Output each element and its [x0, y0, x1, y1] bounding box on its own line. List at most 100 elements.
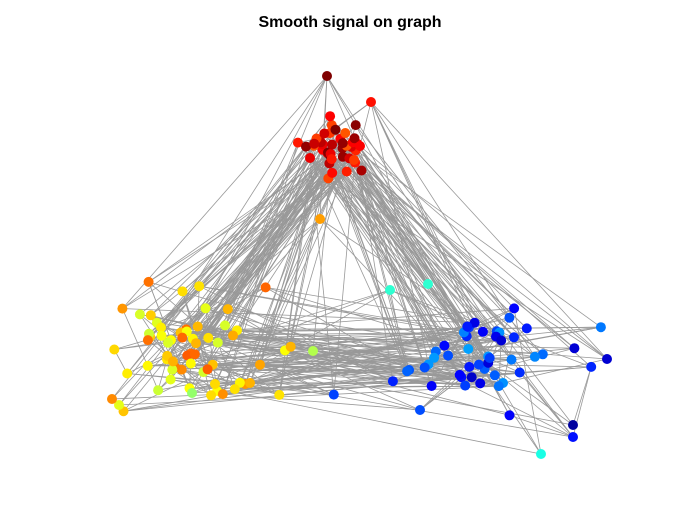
graph-edge [309, 157, 544, 355]
graph-node [145, 310, 156, 321]
graph-edge [222, 142, 299, 395]
graph-node [143, 276, 154, 287]
graph-node [325, 111, 336, 122]
edges-layer [111, 75, 608, 455]
graph-edge [149, 115, 331, 337]
graph-edge [170, 339, 421, 411]
graph-edge [249, 322, 475, 384]
graph-edge [328, 178, 608, 360]
graph-edge [195, 133, 325, 344]
graph-edge [227, 308, 394, 382]
graph-edge [222, 393, 421, 411]
graph-node [212, 337, 223, 348]
graph-edge [249, 218, 321, 384]
graph-edge [478, 364, 592, 368]
graph-node [229, 384, 240, 395]
graph-edge [194, 353, 236, 390]
graph-edge [171, 75, 328, 370]
graph-edge [224, 163, 330, 326]
graph-node [385, 285, 395, 295]
graph-node [327, 167, 338, 178]
graph-node [402, 366, 413, 377]
graph-node [200, 303, 211, 314]
graph-node [322, 71, 332, 81]
graph-edge [161, 75, 328, 336]
graph-edge [342, 147, 592, 368]
graph-edge [122, 308, 149, 366]
graph-edge [478, 364, 542, 455]
graph-node [153, 385, 164, 396]
graph-edge [331, 124, 429, 285]
graph-edge [118, 143, 358, 406]
graph-node [506, 354, 517, 365]
graph-node [142, 335, 153, 346]
graph-edge [199, 285, 394, 382]
graph-edge [340, 138, 602, 328]
graph-node [326, 154, 337, 165]
graph-edge [123, 371, 204, 412]
graph-edge [312, 159, 333, 352]
graph-edge [355, 124, 510, 318]
graph-node [206, 390, 217, 401]
graph-node [509, 303, 520, 314]
graph-edge [181, 326, 601, 370]
graph-node [194, 281, 205, 292]
graph-edge [433, 357, 472, 378]
graph-edge [259, 364, 472, 378]
graph-node [330, 124, 341, 135]
graph-edge [111, 156, 344, 400]
graph-node [337, 138, 348, 149]
graph-node [350, 120, 361, 131]
graph-node [529, 351, 540, 362]
graph-edge [224, 75, 328, 326]
graph-node [466, 372, 477, 383]
graph-edge [279, 372, 520, 396]
graph-edge [111, 138, 317, 400]
graph-edge [359, 101, 372, 147]
graph-node [439, 340, 450, 351]
graph-node [568, 420, 578, 430]
graph-node [536, 449, 546, 459]
graph-edge [359, 145, 608, 360]
graph-node [509, 332, 519, 343]
graph-edge [166, 348, 469, 360]
graph-node [475, 378, 486, 389]
graph-node [217, 389, 228, 400]
chart-title: Smooth signal on graph [258, 14, 442, 31]
graph-node [514, 367, 525, 378]
graph-node [319, 128, 330, 139]
graph-node [328, 389, 339, 400]
graph-edge [189, 367, 425, 389]
graph-node [255, 359, 265, 370]
graph-node [340, 128, 351, 138]
graph-edge [354, 162, 445, 346]
graph-edge [326, 75, 445, 346]
graph-edge [249, 129, 336, 384]
graph-edge [319, 138, 355, 220]
graph-edge [150, 157, 311, 316]
graph-edge [389, 289, 592, 368]
graph-node [426, 381, 437, 391]
graph-edge [205, 308, 218, 392]
graph-node [177, 286, 188, 297]
graph-node [602, 354, 612, 364]
graph-node [341, 166, 352, 177]
graph-node [202, 364, 213, 375]
graph-node [568, 432, 578, 442]
graph-edge [147, 145, 315, 341]
graph-node [355, 141, 365, 151]
nodes-layer [107, 71, 612, 459]
graph-edge [205, 308, 236, 390]
graph-node [415, 405, 425, 415]
graph-node [356, 165, 367, 176]
graph-node [185, 358, 196, 369]
graph-node [477, 326, 488, 337]
graph-node [462, 321, 473, 332]
graph-node [156, 330, 167, 341]
graph-edge [210, 289, 391, 396]
graph-node [349, 133, 360, 144]
graph-node [165, 374, 176, 385]
graph-edge [214, 340, 502, 385]
graph-node [315, 214, 325, 224]
graph-node [327, 139, 338, 150]
